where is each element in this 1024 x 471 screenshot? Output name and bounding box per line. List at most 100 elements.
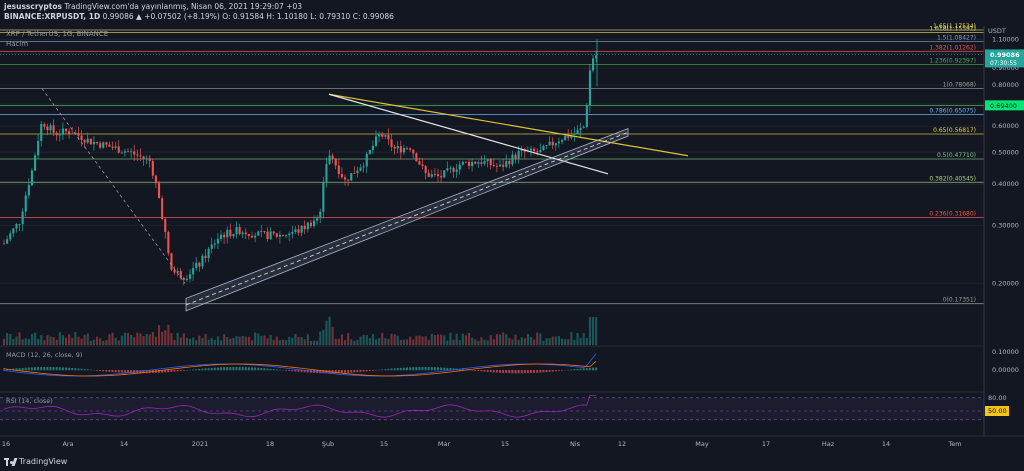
volume-bar bbox=[40, 335, 43, 345]
macd-histogram-bar bbox=[505, 370, 508, 374]
price-tick-label: 0.50000 bbox=[992, 148, 1019, 156]
fib-level-label: 0.236(0.31680) bbox=[929, 211, 976, 218]
candle-body bbox=[244, 232, 247, 235]
candle-body bbox=[114, 146, 117, 148]
fib-level-label: 0.5(0.47710) bbox=[937, 152, 976, 159]
candle-body bbox=[424, 166, 427, 173]
candle-body bbox=[483, 161, 486, 164]
volume-bar bbox=[142, 336, 145, 345]
candle-body bbox=[328, 155, 331, 164]
volume-bar bbox=[461, 333, 464, 345]
volume-bar bbox=[424, 336, 427, 345]
macd-histogram-bar bbox=[461, 369, 464, 371]
volume-bar bbox=[328, 316, 331, 345]
candle-body bbox=[412, 149, 415, 154]
macd-histogram-bar bbox=[213, 367, 216, 371]
candle-body bbox=[189, 274, 192, 279]
candle-body bbox=[557, 141, 560, 144]
macd-histogram-bar bbox=[322, 370, 325, 374]
macd-tick-label: 0.00000 bbox=[992, 366, 1019, 374]
volume-bar bbox=[381, 332, 384, 345]
candle-body bbox=[120, 152, 123, 154]
volume-bar bbox=[309, 340, 312, 345]
macd-histogram-bar bbox=[80, 368, 83, 371]
macd-histogram-bar bbox=[58, 367, 61, 371]
volume-bar bbox=[455, 333, 458, 345]
macd-histogram-bar bbox=[350, 370, 353, 373]
macd-histogram-bar bbox=[393, 368, 396, 371]
volume-bar bbox=[89, 340, 92, 345]
volume-bar bbox=[229, 338, 232, 345]
candle-body bbox=[102, 142, 105, 148]
volume-bar bbox=[247, 336, 250, 345]
volume-bar bbox=[83, 334, 86, 345]
macd-histogram-bar bbox=[536, 370, 539, 373]
macd-histogram-bar bbox=[495, 370, 498, 373]
macd-histogram-bar bbox=[55, 367, 58, 371]
macd-histogram-bar bbox=[68, 367, 71, 371]
volume-bar bbox=[15, 336, 18, 345]
volume-bar bbox=[130, 334, 133, 345]
macd-histogram-bar bbox=[368, 370, 371, 372]
candle-body bbox=[393, 146, 396, 149]
macd-histogram-bar bbox=[554, 370, 557, 372]
volume-bar bbox=[266, 338, 269, 345]
volume-bar bbox=[306, 334, 309, 345]
macd-histogram-bar bbox=[396, 368, 399, 371]
ohlc-text: 0.99086 ▲ +0.07502 (+8.19%) O: 0.91584 H… bbox=[102, 12, 394, 21]
candle-body bbox=[384, 135, 387, 137]
candle-body bbox=[151, 160, 154, 176]
macd-histogram-bar bbox=[486, 370, 489, 372]
candle-body bbox=[294, 229, 297, 232]
candle-body bbox=[232, 234, 235, 237]
candle-body bbox=[409, 148, 412, 150]
macd-histogram-bar bbox=[430, 367, 433, 371]
candle-body bbox=[340, 173, 343, 178]
candle-body bbox=[530, 148, 533, 151]
volume-bar bbox=[278, 340, 281, 345]
volume-bar bbox=[440, 334, 443, 345]
macd-histogram-bar bbox=[585, 368, 588, 371]
macd-histogram-bar bbox=[340, 370, 343, 374]
candle-body bbox=[254, 235, 257, 238]
time-tick-label: Haz bbox=[822, 440, 835, 448]
volume-bar bbox=[34, 332, 37, 345]
volume-bar bbox=[458, 340, 461, 345]
candle-body bbox=[192, 268, 195, 275]
macd-histogram-bar bbox=[557, 370, 560, 371]
macd-histogram-bar bbox=[278, 369, 281, 371]
volume-bar bbox=[378, 337, 381, 345]
candle-body bbox=[3, 243, 6, 245]
candle-body bbox=[365, 153, 368, 167]
fib-level-label: 0.786(0.65075) bbox=[929, 108, 976, 115]
macd-histogram-bar bbox=[576, 368, 579, 371]
macd-histogram-bar bbox=[570, 369, 573, 371]
macd-tick-label: 0.10000 bbox=[992, 348, 1019, 356]
macd-histogram-bar bbox=[52, 367, 55, 371]
macd-histogram-bar bbox=[83, 369, 86, 371]
volume-bar bbox=[99, 338, 102, 345]
volume-bar bbox=[337, 338, 340, 345]
volume-bar bbox=[427, 339, 430, 345]
candle-body bbox=[6, 239, 9, 244]
volume-bar bbox=[170, 333, 173, 345]
macd-histogram-bar bbox=[216, 367, 219, 371]
macd-histogram-bar bbox=[520, 370, 523, 374]
candle-body bbox=[477, 162, 480, 164]
volume-bar bbox=[353, 340, 356, 345]
price-tick-label: 0.60000 bbox=[992, 122, 1019, 130]
white-trendline bbox=[328, 93, 609, 175]
volume-bar bbox=[80, 338, 83, 345]
volume-bar bbox=[120, 335, 123, 345]
macd-histogram-bar bbox=[502, 370, 505, 373]
macd-histogram-bar bbox=[356, 370, 359, 373]
macd-histogram-bar bbox=[508, 370, 511, 374]
macd-histogram-bar bbox=[99, 370, 102, 371]
volume-bar bbox=[74, 332, 77, 345]
macd-histogram-bar bbox=[61, 367, 64, 371]
macd-histogram-bar bbox=[582, 368, 585, 371]
candle-body bbox=[337, 165, 340, 174]
volume-bar bbox=[151, 332, 154, 345]
candle-body bbox=[430, 174, 433, 177]
